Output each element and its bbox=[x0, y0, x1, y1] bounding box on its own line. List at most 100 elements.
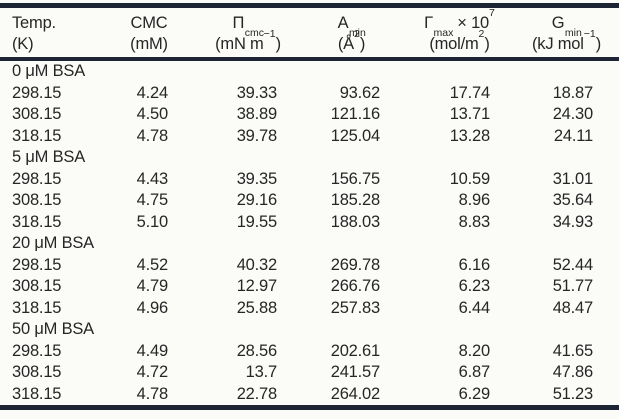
column-header-gamma-max: Γmax × 107 (mol/m2) bbox=[405, 8, 514, 61]
surface-properties-table: Temp. (K) CMC (mM) Πcmc (mN m−1) Amin (Å2) Γmax … bbox=[0, 8, 619, 405]
cell-a-min: 156.75 bbox=[330, 169, 380, 188]
cell-gamma-max: 17.74 bbox=[449, 83, 490, 102]
cell-pi-cmc: 22.78 bbox=[236, 384, 277, 403]
cell-gamma-max: 6.23 bbox=[458, 277, 491, 295]
cell-temp: 298.15 bbox=[12, 83, 62, 102]
cell-pi-cmc: 25.88 bbox=[236, 298, 277, 317]
caption-fragment bbox=[367, 3, 373, 6]
cell-g-min: 41.65 bbox=[552, 341, 593, 360]
cell-a-min: 264.02 bbox=[330, 384, 380, 403]
cell-cmc: 4.24 bbox=[136, 83, 169, 102]
group-label: 5 μM BSA bbox=[12, 148, 86, 166]
cell-temp: 308.15 bbox=[12, 277, 62, 295]
column-header-g-min: Gmin (kJ mol−1) bbox=[514, 8, 619, 61]
column-header-temp: Temp. (K) bbox=[0, 8, 100, 61]
cell-cmc: 5.10 bbox=[136, 212, 169, 231]
cell-gamma-max: 6.87 bbox=[458, 363, 491, 381]
cell-pi-cmc: 39.33 bbox=[236, 83, 277, 102]
cell-pi-cmc: 19.55 bbox=[236, 212, 277, 231]
table-body: 0 μM BSA 298.15 4.24 39.33 93.62 17.74 18.87 30… bbox=[0, 59, 619, 405]
cell-a-min: 93.62 bbox=[339, 83, 380, 102]
cell-cmc: 4.49 bbox=[136, 341, 169, 360]
cell-a-min: 266.76 bbox=[330, 277, 380, 295]
cell-cmc: 4.79 bbox=[136, 277, 169, 295]
cell-pi-cmc: 29.16 bbox=[236, 191, 277, 209]
cell-temp: 308.15 bbox=[12, 105, 62, 123]
cell-a-min: 269.78 bbox=[330, 255, 380, 274]
table-row: 308.15 4.79 12.97 266.76 6.23 51.77 bbox=[0, 276, 619, 298]
table-row: 318.15 4.78 22.78 264.02 6.29 51.23 bbox=[0, 384, 619, 406]
cell-gamma-max: 13.71 bbox=[449, 105, 490, 123]
group-label: 50 μM BSA bbox=[12, 320, 94, 338]
cell-gamma-max: 8.83 bbox=[458, 212, 491, 231]
cell-gamma-max: 10.59 bbox=[449, 169, 490, 188]
cell-cmc: 4.78 bbox=[136, 126, 169, 145]
cell-cmc: 4.43 bbox=[136, 169, 169, 188]
table-row: 318.15 4.96 25.88 257.83 6.44 48.47 bbox=[0, 298, 619, 320]
cell-a-min: 121.16 bbox=[330, 105, 380, 123]
table-row: 298.15 4.43 39.35 156.75 10.59 31.01 bbox=[0, 169, 619, 191]
cell-temp: 298.15 bbox=[12, 255, 62, 274]
cell-g-min: 51.23 bbox=[552, 384, 593, 403]
cell-a-min: 185.28 bbox=[330, 191, 380, 209]
group-row: 50 μM BSA bbox=[0, 319, 619, 341]
cell-gamma-max: 6.44 bbox=[458, 298, 491, 317]
cell-gamma-max: 6.29 bbox=[458, 384, 491, 403]
table-header: Temp. (K) CMC (mM) Πcmc (mN m−1) Amin (Å2) Γmax … bbox=[0, 8, 619, 61]
cell-a-min: 241.57 bbox=[330, 363, 380, 381]
cell-temp: 318.15 bbox=[12, 126, 62, 145]
cell-g-min: 31.01 bbox=[552, 169, 593, 188]
cell-a-min: 202.61 bbox=[330, 341, 380, 360]
cell-gamma-max: 8.20 bbox=[458, 341, 491, 360]
cell-a-min: 125.04 bbox=[330, 126, 380, 145]
cell-pi-cmc: 13.7 bbox=[245, 363, 278, 381]
table-bottom-rule bbox=[0, 405, 619, 410]
cell-temp: 308.15 bbox=[12, 363, 62, 381]
cell-temp: 298.15 bbox=[12, 169, 62, 188]
group-label: 0 μM BSA bbox=[12, 62, 86, 80]
cell-gamma-max: 6.16 bbox=[458, 255, 491, 274]
cell-g-min: 35.64 bbox=[552, 191, 593, 209]
cell-cmc: 4.78 bbox=[136, 384, 169, 403]
cell-cmc: 4.75 bbox=[136, 191, 169, 209]
table-row: 298.15 4.52 40.32 269.78 6.16 52.44 bbox=[0, 255, 619, 277]
cell-temp: 318.15 bbox=[12, 212, 62, 231]
cell-a-min: 188.03 bbox=[330, 212, 380, 231]
cell-gamma-max: 13.28 bbox=[449, 126, 490, 145]
cell-g-min: 52.44 bbox=[552, 255, 593, 274]
cell-a-min: 257.83 bbox=[330, 298, 380, 317]
group-row: 0 μM BSA bbox=[0, 59, 619, 83]
cell-temp: 308.15 bbox=[12, 191, 62, 209]
cell-cmc: 4.96 bbox=[136, 298, 169, 317]
cell-cmc: 4.52 bbox=[136, 255, 169, 274]
table-row: 298.15 4.49 28.56 202.61 8.20 41.65 bbox=[0, 341, 619, 363]
cell-pi-cmc: 38.89 bbox=[236, 105, 277, 123]
table-top-rule bbox=[0, 3, 619, 8]
cell-cmc: 4.72 bbox=[136, 363, 169, 381]
cell-g-min: 48.47 bbox=[552, 298, 593, 317]
cell-g-min: 51.77 bbox=[552, 277, 593, 295]
column-header-a-min: Amin (Å2) bbox=[298, 8, 405, 61]
cell-g-min: 47.86 bbox=[552, 363, 593, 381]
table-row: 318.15 4.78 39.78 125.04 13.28 24.11 bbox=[0, 126, 619, 148]
table-row: 308.15 4.75 29.16 185.28 8.96 35.64 bbox=[0, 190, 619, 212]
cell-pi-cmc: 39.35 bbox=[236, 169, 277, 188]
group-row: 20 μM BSA bbox=[0, 233, 619, 255]
cell-cmc: 4.50 bbox=[136, 105, 169, 123]
table-row: 308.15 4.72 13.7 241.57 6.87 47.86 bbox=[0, 362, 619, 384]
cell-pi-cmc: 12.97 bbox=[236, 277, 277, 295]
cell-pi-cmc: 40.32 bbox=[236, 255, 277, 274]
cell-gamma-max: 8.96 bbox=[458, 191, 491, 209]
column-header-cmc: CMC (mM) bbox=[100, 8, 198, 61]
column-header-pi-cmc: Πcmc (mN m−1) bbox=[198, 8, 298, 61]
cell-g-min: 24.11 bbox=[553, 126, 593, 145]
cell-temp: 318.15 bbox=[12, 298, 62, 317]
group-label: 20 μM BSA bbox=[12, 234, 94, 252]
cell-temp: 318.15 bbox=[12, 384, 62, 403]
group-row: 5 μM BSA bbox=[0, 147, 619, 169]
cell-temp: 298.15 bbox=[12, 341, 62, 360]
table-row: 308.15 4.50 38.89 121.16 13.71 24.30 bbox=[0, 104, 619, 126]
table-row: 298.15 4.24 39.33 93.62 17.74 18.87 bbox=[0, 83, 619, 105]
cell-pi-cmc: 28.56 bbox=[236, 341, 277, 360]
cell-g-min: 18.87 bbox=[552, 83, 593, 102]
